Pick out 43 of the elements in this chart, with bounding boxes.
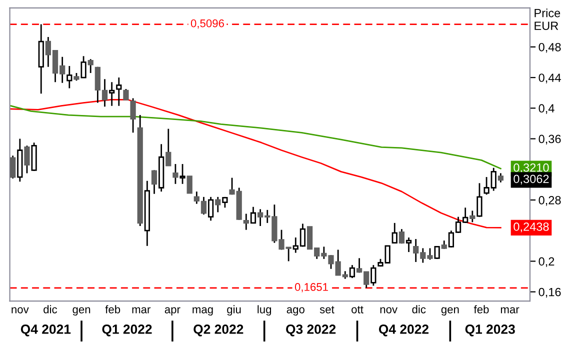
line-series xyxy=(10,99,502,228)
text: Q1 2023 xyxy=(465,324,515,336)
y-tick-label: 0,4 xyxy=(538,104,554,114)
x-tick-label: dic xyxy=(44,305,58,314)
candlestick xyxy=(144,180,150,247)
y-axis-title: Price EUR xyxy=(534,8,560,30)
candlestick xyxy=(17,138,23,182)
x-tick-label: set xyxy=(320,306,334,314)
text: Q3 2022 xyxy=(286,324,336,336)
x-tick-label: gen xyxy=(441,307,459,316)
data-label: 0,2438 xyxy=(514,222,549,232)
x-tick-label: mar xyxy=(132,307,150,314)
candlestick xyxy=(109,81,115,107)
ref-line-label: 0,5096 xyxy=(190,19,224,29)
candlestick xyxy=(38,24,44,94)
text: Q4 2021 xyxy=(20,324,71,336)
x-tick-label: feb xyxy=(474,305,489,314)
y-tick-label: 0,48 xyxy=(538,42,561,53)
x-tick-label: lug xyxy=(258,305,272,316)
text: Q4 2022 xyxy=(378,324,429,336)
ref-line-label: 0,1651 xyxy=(294,283,328,292)
text: Q1 2022 xyxy=(102,324,152,336)
x-tick-label: mar xyxy=(500,307,520,314)
y-tick-label: 0,2 xyxy=(538,257,554,268)
annotation: 0,3062 xyxy=(514,174,549,185)
y-tick-label: 0,28 xyxy=(538,196,561,206)
y-tick-label: 0,16 xyxy=(538,288,561,298)
x-tick-label: nov xyxy=(12,307,29,314)
candlestick xyxy=(116,76,122,107)
x-tick-label: nov xyxy=(380,307,398,314)
x-tick-label: feb xyxy=(105,305,120,314)
x-tick-label: dic xyxy=(412,305,426,314)
y-tick-label: 0,36 xyxy=(538,134,561,145)
candlestick xyxy=(66,65,72,89)
x-tick-label: ott xyxy=(352,306,364,314)
x-tick-label: ago xyxy=(286,307,304,316)
y-tick-label: 0,44 xyxy=(538,74,561,84)
x-tick-label: apr xyxy=(164,307,180,316)
text: Q2 2022 xyxy=(194,324,244,336)
data-label: 0,3210 xyxy=(514,163,549,174)
x-tick-label: gen xyxy=(72,307,90,316)
x-tick-label: mag xyxy=(192,307,213,316)
x-tick-label: giu xyxy=(227,305,241,316)
